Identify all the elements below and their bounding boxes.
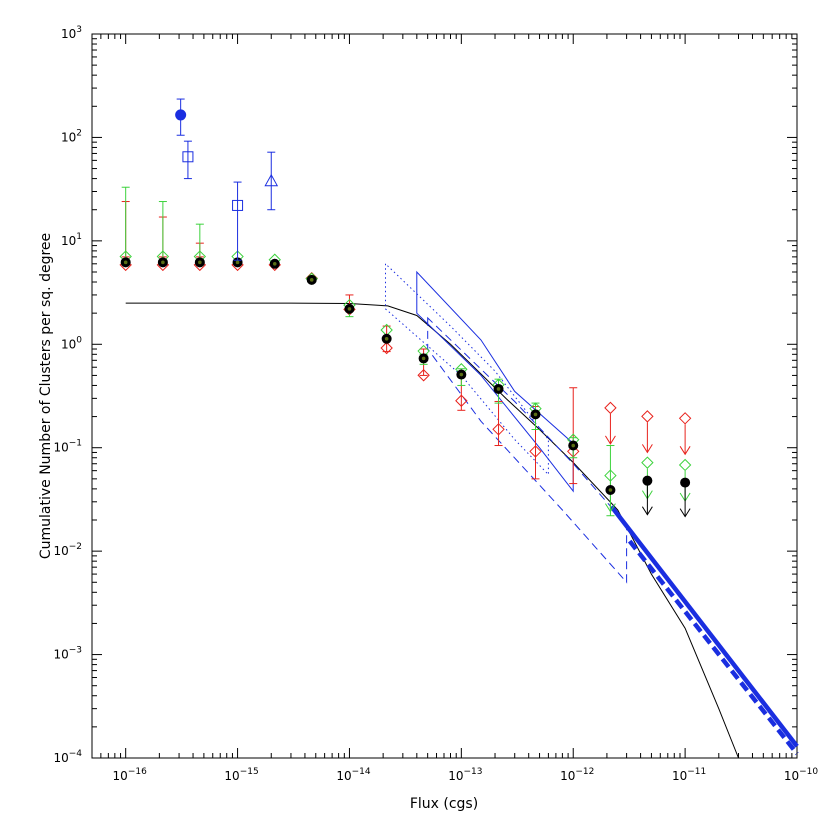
blue-bold-dashed xyxy=(627,539,799,756)
black-dots-center xyxy=(496,387,501,391)
green-diamonds-marker xyxy=(678,458,692,472)
bowtie-dotted xyxy=(385,262,549,476)
red-diamonds-arrow-head xyxy=(641,444,653,454)
lines-layer xyxy=(125,262,799,759)
x-tick-label: 10−15 xyxy=(224,767,258,783)
x-axis-title: Flux (cgs) xyxy=(410,796,478,812)
green-diamonds-arrow-head xyxy=(604,503,616,513)
red-diamonds-marker xyxy=(455,394,468,407)
red-diamonds-marker xyxy=(641,410,654,423)
bowtie-solid xyxy=(416,270,574,493)
bowtie-dashed xyxy=(427,316,628,584)
black-dots-center xyxy=(161,260,165,265)
blue-bold-solid xyxy=(609,505,799,748)
red-diamonds-marker xyxy=(604,401,617,415)
black-dots-center xyxy=(123,260,128,265)
red-diamonds-marker xyxy=(417,369,430,382)
black-dots-center xyxy=(272,262,277,266)
red-diamonds-marker xyxy=(529,445,542,458)
black-dots-center xyxy=(198,260,202,265)
y-tick-label: 100 xyxy=(61,335,82,351)
y-tick-label: 10−1 xyxy=(53,439,82,455)
red-diamonds-marker xyxy=(380,341,393,355)
y-tick-label: 101 xyxy=(61,232,82,248)
y-tick-label: 10−3 xyxy=(53,646,82,662)
green-diamonds-marker xyxy=(641,456,654,469)
black-dots-center xyxy=(571,443,576,448)
blue-filled-circle-marker xyxy=(175,109,187,121)
y-tick-label: 10−4 xyxy=(53,749,82,765)
x-tick-label: 10−12 xyxy=(560,767,594,783)
red-diamonds-arrow-head xyxy=(679,446,691,456)
black-dots-center xyxy=(608,488,613,492)
axes-layer: 10−16 10−15 10−14 10−13 10−12 10−11 10−10 10−4 1… xyxy=(53,25,818,783)
black-dots-center xyxy=(235,260,240,265)
red-diamonds-arrow-head xyxy=(604,435,616,445)
green-diamonds-marker xyxy=(604,469,617,482)
y-tick-label: 102 xyxy=(61,128,82,144)
red-diamonds-marker xyxy=(678,412,692,425)
black-dots-center xyxy=(421,356,426,361)
black-dots-center xyxy=(347,307,352,311)
red-diamonds-marker xyxy=(492,423,505,436)
black-dots-center xyxy=(309,278,314,282)
plot-frame xyxy=(91,33,798,759)
x-tick-label: 10−10 xyxy=(784,767,819,783)
black-dots-center xyxy=(533,412,538,417)
black-dots-marker xyxy=(642,475,653,486)
series-layer xyxy=(119,98,692,518)
model-curve xyxy=(125,302,739,759)
black-dots-arrow-head xyxy=(641,506,653,516)
y-tick-label: 103 xyxy=(61,25,82,41)
x-tick-label: 10−11 xyxy=(672,767,706,783)
x-tick-label: 10−16 xyxy=(113,767,148,783)
blue-squares-marker xyxy=(182,151,194,163)
x-tick-label: 10−13 xyxy=(448,767,482,783)
black-dots-center xyxy=(384,336,389,341)
y-axis-title: Cumulative Number of Clusters per sq. de… xyxy=(38,233,54,559)
black-dots-center xyxy=(459,372,464,377)
black-dots-arrow-head xyxy=(679,508,691,518)
y-tick-label: 10−2 xyxy=(53,542,82,558)
blue-triangle-marker xyxy=(264,173,279,187)
blue-squares-marker xyxy=(232,199,244,211)
x-tick-label: 10−14 xyxy=(336,767,371,783)
black-dots-marker xyxy=(680,477,691,488)
